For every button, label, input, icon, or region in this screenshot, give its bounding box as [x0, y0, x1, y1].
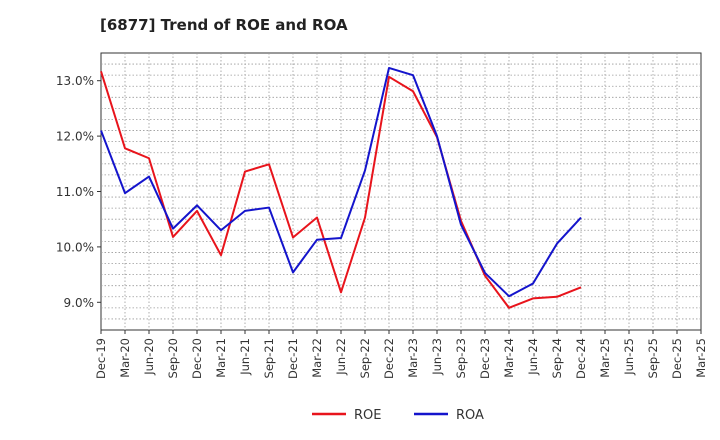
series-line-roa [100, 66, 582, 298]
x-tick-label: Mar-23 [406, 338, 420, 378]
x-tick-label: Dec-22 [382, 338, 396, 379]
x-tick-label: Jun-23 [430, 338, 444, 376]
x-tick-label: Jun-25 [622, 338, 636, 376]
chart-title: [6877] Trend of ROE and ROA [100, 16, 348, 34]
x-tick-label: Dec-19 [94, 338, 108, 379]
x-tick-label: Sep-21 [262, 338, 276, 378]
x-tick-label: Dec-20 [190, 338, 204, 379]
x-tick-label: Mar-25 [598, 338, 612, 378]
legend-label-roe: ROE [354, 408, 381, 423]
legend-label-roa: ROA [456, 408, 484, 423]
x-tick-label: Dec-21 [286, 338, 300, 379]
x-tick-label: Dec-24 [574, 338, 588, 379]
plot-frame [100, 52, 702, 331]
x-tick-label: Jun-20 [142, 338, 156, 376]
x-tick-label: Jun-21 [238, 338, 252, 376]
x-tick-label: Mar-21 [214, 338, 228, 378]
x-tick-label: Jun-22 [334, 338, 348, 376]
x-tick-label: Mar-22 [310, 338, 324, 378]
x-tick-label: Sep-23 [454, 338, 468, 378]
x-tick-label: Mar-24 [502, 338, 516, 378]
x-tick-label: Mar-25 [694, 338, 708, 378]
x-tick-label: Sep-22 [358, 338, 372, 378]
x-tick-label: Sep-24 [550, 338, 564, 378]
x-tick-label: Dec-25 [670, 338, 684, 379]
x-tick-label: Sep-25 [646, 338, 660, 378]
x-tick-label: Jun-24 [526, 338, 540, 376]
y-tick-label: 11.0% [56, 185, 94, 199]
y-tick-label: 13.0% [56, 74, 94, 88]
x-tick-label: Mar-20 [118, 338, 132, 378]
y-tick-label: 9.0% [64, 296, 95, 310]
y-tick-label: 12.0% [56, 130, 94, 144]
y-tick-label: 10.0% [56, 240, 94, 254]
x-tick-label: Dec-23 [478, 338, 492, 379]
series-line-roe [100, 70, 582, 309]
x-tick-label: Sep-20 [166, 338, 180, 378]
